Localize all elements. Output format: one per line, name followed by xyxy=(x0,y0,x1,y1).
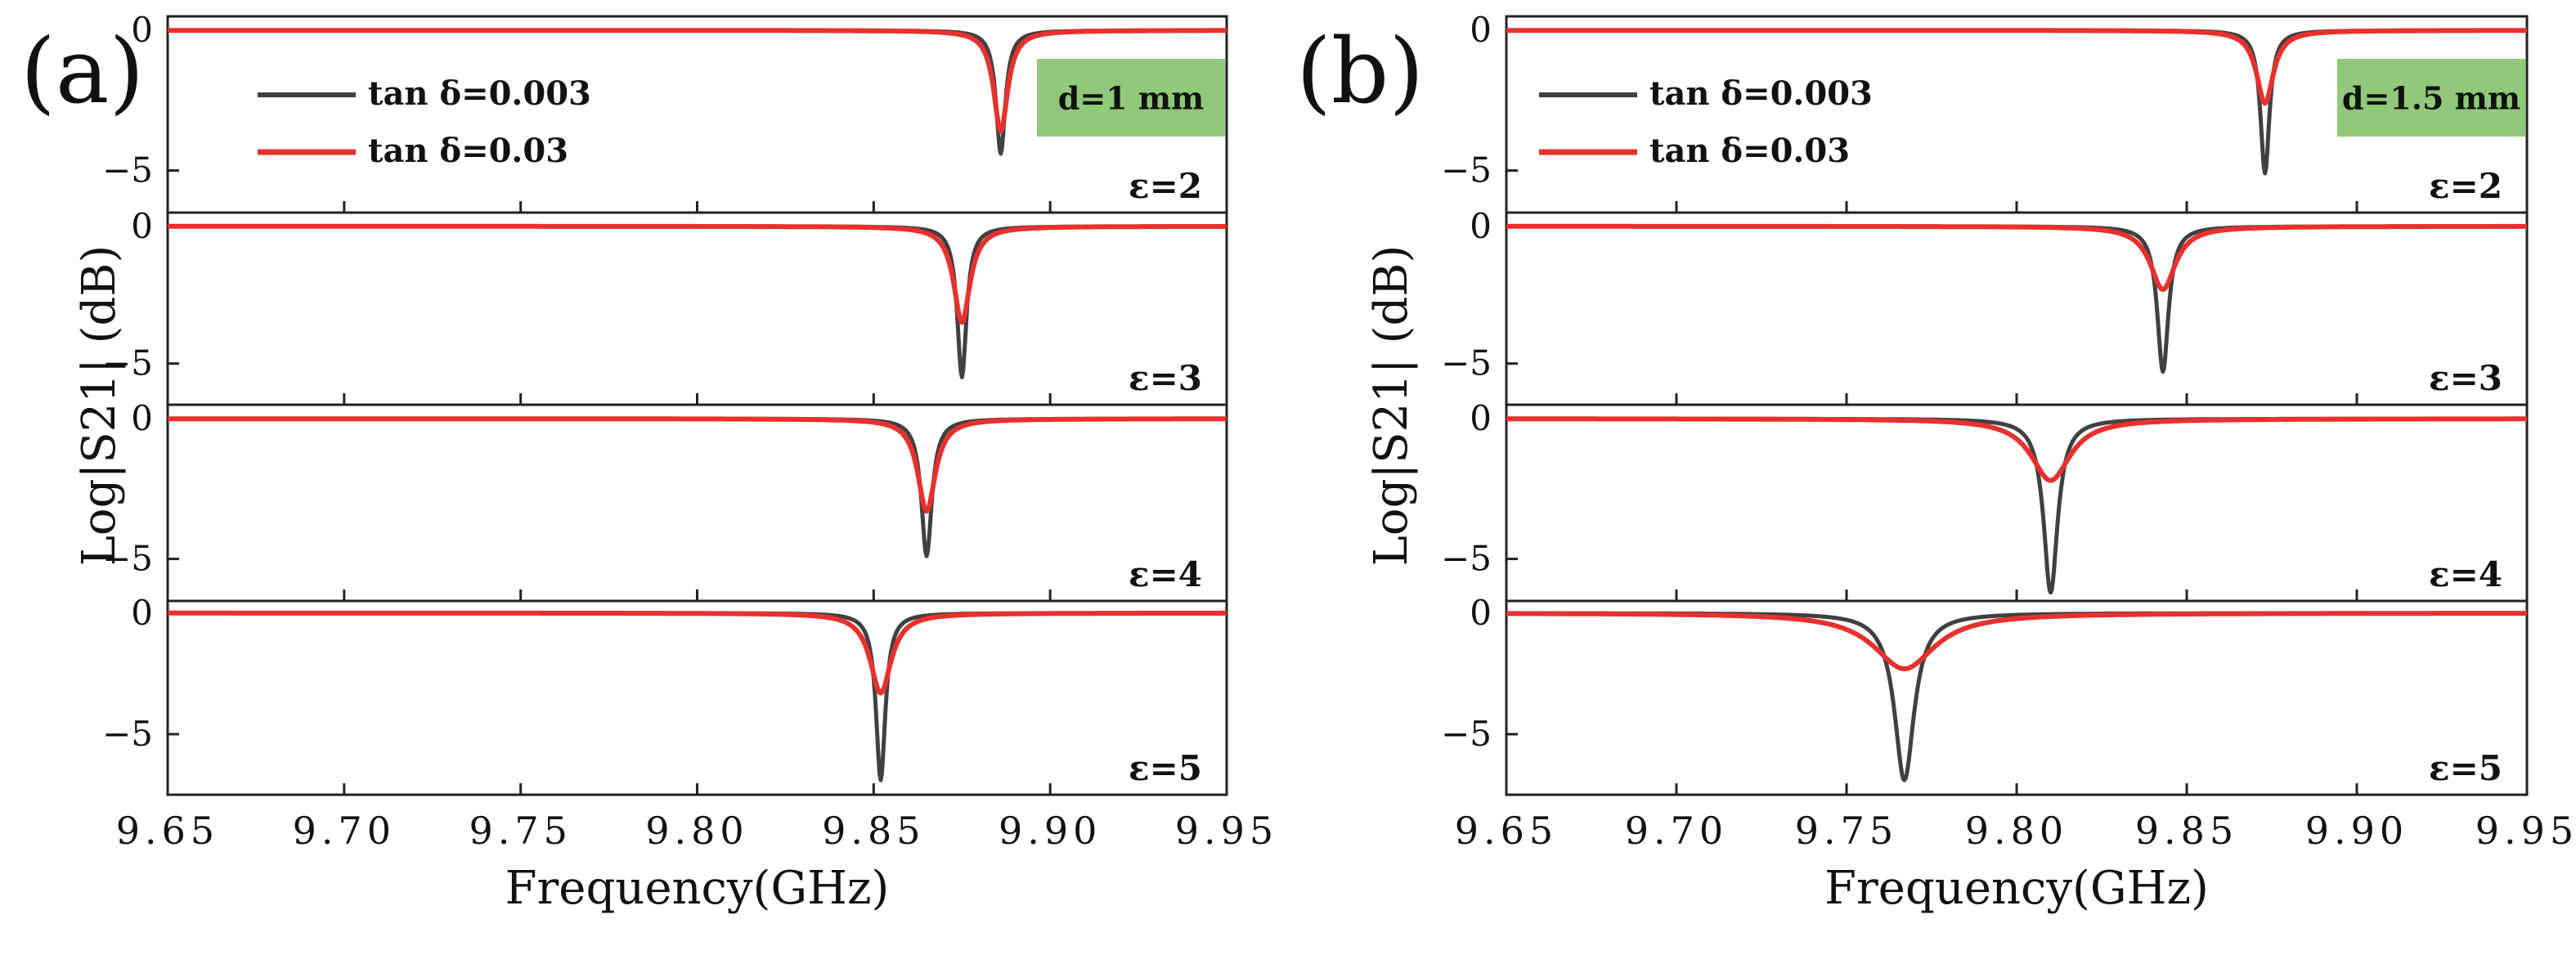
x-tick-label: 9.95 xyxy=(2475,809,2576,853)
x-tick-label: 9.85 xyxy=(2135,809,2238,853)
y-tick-label: −5 xyxy=(102,150,153,191)
thickness-badge-label: d=1 mm xyxy=(1058,80,1205,117)
legend-label-tan-0.03: tan δ=0.03 xyxy=(368,132,568,170)
thickness-badge xyxy=(2337,59,2525,137)
x-tick-label: 9.75 xyxy=(469,809,572,853)
series-tan-0.003-line xyxy=(1505,416,2529,595)
series-tan-0.003-line xyxy=(1505,224,2529,374)
y-tick-label: −5 xyxy=(102,343,153,383)
y-tick-label: −5 xyxy=(1441,343,1492,383)
y-tick-label: 0 xyxy=(1470,10,1492,50)
epsilon-label: ε=3 xyxy=(1129,358,1202,398)
series-tan-0.03-line xyxy=(166,28,1228,134)
subplot-frame xyxy=(166,403,1228,603)
y-tick-label: 0 xyxy=(131,593,153,633)
series-tan-0.003-line xyxy=(166,224,1228,379)
epsilon-label: ε=5 xyxy=(1129,748,1202,788)
series-tan-0.03-line xyxy=(1505,416,2529,483)
series-tan-0.003-line xyxy=(1505,611,2529,782)
y-tick-label: 0 xyxy=(131,206,153,246)
y-tick-label: −5 xyxy=(1441,150,1492,191)
x-tick-label: 9.85 xyxy=(822,809,925,853)
y-tick-label: 0 xyxy=(1470,593,1492,633)
thickness-badge-label: d=1.5 mm xyxy=(2342,80,2520,117)
subplot-frame xyxy=(1505,403,2529,603)
series-tan-0.03-line xyxy=(166,416,1228,514)
legend-label-tan-0.003: tan δ=0.003 xyxy=(1649,74,1873,113)
legend-label-tan-0.003: tan δ=0.003 xyxy=(368,74,591,113)
y-tick-label: −5 xyxy=(1441,539,1492,579)
y-tick-label: 0 xyxy=(1470,206,1492,246)
legend-label-tan-0.03: tan δ=0.03 xyxy=(1649,132,1850,170)
x-tick-label: 9.80 xyxy=(645,809,748,853)
y-tick-label: 0 xyxy=(131,398,153,438)
x-tick-label: 9.90 xyxy=(2305,809,2408,853)
x-axis-label: Frequency(GHz) xyxy=(505,862,890,915)
series-tan-0.03-line xyxy=(166,610,1228,696)
subplot-a-4: 0 −5 ε=5 xyxy=(102,593,1228,796)
x-tick-label: 9.95 xyxy=(1175,809,1278,853)
panel-letter: (a) xyxy=(20,19,144,123)
subplot-frame xyxy=(166,211,1228,406)
y-tick-label: 0 xyxy=(1470,398,1492,438)
subplot-b-3: 0 −5 ε=4 xyxy=(1441,398,2529,603)
series-tan-0.03-line xyxy=(1505,223,2529,292)
epsilon-label: ε=2 xyxy=(2429,166,2502,206)
series-tan-0.03-line xyxy=(1505,611,2529,671)
epsilon-label: ε=3 xyxy=(2429,358,2502,398)
x-tick-label: 9.75 xyxy=(1795,809,1898,853)
y-tick-label: −5 xyxy=(102,714,153,754)
x-tick-label: 9.90 xyxy=(999,809,1102,853)
x-tick-label: 9.80 xyxy=(1965,809,2068,853)
series-tan-0.03-line xyxy=(1505,28,2529,106)
thickness-badge xyxy=(1037,59,1225,137)
series-tan-0.03-line xyxy=(166,223,1228,325)
x-tick-label: 9.65 xyxy=(1455,809,1558,853)
x-tick-label: 9.70 xyxy=(1625,809,1728,853)
y-tick-label: −5 xyxy=(102,539,153,579)
subplot-a-2: 0 −5 ε=3 xyxy=(102,206,1228,406)
subplot-frame xyxy=(1505,599,2529,796)
series-tan-0.003-line xyxy=(166,611,1228,782)
x-tick-label: 9.65 xyxy=(116,809,219,853)
panel-a: 0 −5 ε=2 0 −5 ε=3 0 −5 ε=4 0 −5 ε=5 9.65 9.70 9.75 9.80… xyxy=(20,10,1278,915)
epsilon-label: ε=5 xyxy=(2429,748,2502,788)
epsilon-label: ε=4 xyxy=(2429,554,2502,594)
subplot-frame xyxy=(166,599,1228,796)
y-tick-label: 0 xyxy=(131,10,153,50)
subplot-a-3: 0 −5 ε=4 xyxy=(102,398,1228,603)
epsilon-label: ε=4 xyxy=(1129,554,1202,594)
subplot-b-2: 0 −5 ε=3 xyxy=(1441,206,2529,406)
y-axis-label: Log|S21| (dB) xyxy=(73,245,126,567)
series-tan-0.003-line xyxy=(166,416,1228,558)
y-axis-label: Log|S21| (dB) xyxy=(1365,245,1418,567)
x-axis-label: Frequency(GHz) xyxy=(1824,862,2209,915)
epsilon-label: ε=2 xyxy=(1129,166,1202,206)
panel-b: 0 −5 ε=2 0 −5 ε=3 0 −5 ε=4 0 −5 ε=5 9.65 9.70 9.75 9.80… xyxy=(1296,10,2576,915)
x-tick-label: 9.70 xyxy=(293,809,396,853)
y-tick-label: −5 xyxy=(1441,714,1492,754)
subplot-b-4: 0 −5 ε=5 xyxy=(1441,593,2529,796)
panel-letter: (b) xyxy=(1296,19,1424,123)
subplot-frame xyxy=(1505,211,2529,406)
